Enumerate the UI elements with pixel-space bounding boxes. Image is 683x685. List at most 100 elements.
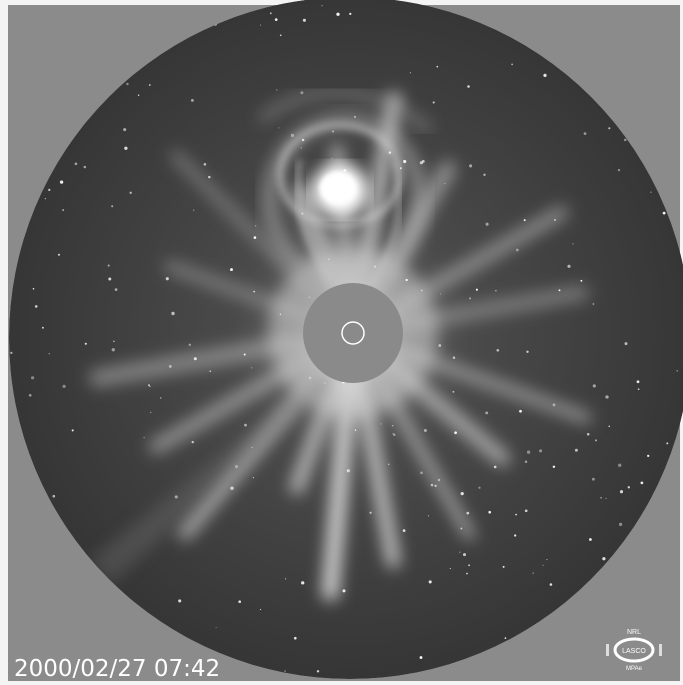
star	[618, 522, 623, 527]
star	[193, 357, 197, 361]
star	[469, 164, 473, 168]
star	[373, 265, 377, 268]
star	[244, 423, 247, 427]
star	[342, 589, 346, 593]
star	[137, 94, 140, 97]
star	[524, 509, 528, 513]
star	[640, 481, 644, 485]
star	[437, 478, 441, 482]
star	[495, 290, 497, 292]
star	[504, 637, 507, 639]
star	[269, 12, 272, 15]
star	[432, 101, 435, 104]
star	[595, 439, 597, 442]
star	[647, 454, 650, 458]
star	[427, 515, 429, 517]
star	[114, 288, 118, 291]
star	[253, 236, 257, 239]
star	[511, 63, 513, 66]
star	[301, 581, 305, 585]
star	[124, 146, 128, 150]
star	[52, 494, 56, 498]
star	[259, 608, 262, 611]
star	[57, 253, 61, 256]
star	[605, 498, 607, 499]
star	[532, 572, 534, 574]
star	[349, 12, 352, 16]
star	[485, 222, 489, 226]
star	[567, 264, 571, 268]
star	[619, 490, 624, 494]
star	[34, 305, 38, 308]
star	[276, 89, 278, 91]
star	[168, 364, 172, 368]
star	[32, 287, 35, 290]
star	[440, 293, 442, 295]
star	[30, 376, 35, 380]
star	[662, 211, 666, 215]
star	[331, 157, 333, 159]
star	[485, 411, 489, 415]
star	[466, 572, 468, 575]
star	[165, 277, 169, 281]
star	[380, 423, 382, 425]
star	[251, 367, 253, 369]
star	[331, 130, 335, 133]
star	[552, 403, 556, 407]
star	[230, 268, 233, 272]
star	[542, 564, 544, 566]
star	[274, 18, 278, 21]
star	[259, 24, 262, 26]
logo-side-left	[606, 644, 609, 656]
star	[392, 433, 394, 435]
star	[618, 463, 622, 467]
star	[321, 5, 323, 7]
star	[546, 559, 548, 561]
star	[420, 471, 423, 475]
star	[188, 343, 191, 346]
star	[449, 567, 451, 570]
star	[369, 511, 372, 514]
star	[393, 433, 396, 436]
star	[592, 303, 595, 305]
star	[405, 278, 408, 282]
star	[149, 385, 151, 388]
star	[627, 486, 630, 489]
star	[279, 313, 282, 315]
star	[108, 277, 112, 281]
star	[462, 553, 467, 557]
star	[107, 264, 110, 267]
star	[403, 159, 407, 164]
star	[143, 436, 145, 439]
star	[444, 182, 446, 185]
occulter	[303, 283, 403, 383]
star	[387, 463, 390, 466]
star	[592, 477, 595, 481]
star	[592, 384, 596, 388]
star	[71, 429, 74, 432]
star	[284, 670, 286, 672]
star	[524, 460, 528, 464]
star	[539, 449, 543, 453]
star	[209, 370, 211, 372]
sun-disk	[341, 321, 365, 345]
star	[238, 600, 242, 604]
star	[580, 279, 583, 282]
star	[493, 465, 497, 469]
star	[460, 527, 463, 530]
star	[676, 370, 678, 372]
star	[452, 356, 456, 359]
star	[10, 351, 13, 354]
star	[178, 599, 182, 603]
star	[543, 73, 547, 77]
star	[488, 510, 492, 514]
star	[650, 191, 652, 194]
star	[171, 311, 175, 316]
star	[496, 348, 500, 352]
star	[126, 82, 129, 86]
star	[300, 147, 302, 149]
logo-ring	[613, 637, 655, 663]
star	[467, 85, 470, 88]
star	[308, 376, 312, 380]
star	[83, 165, 87, 169]
